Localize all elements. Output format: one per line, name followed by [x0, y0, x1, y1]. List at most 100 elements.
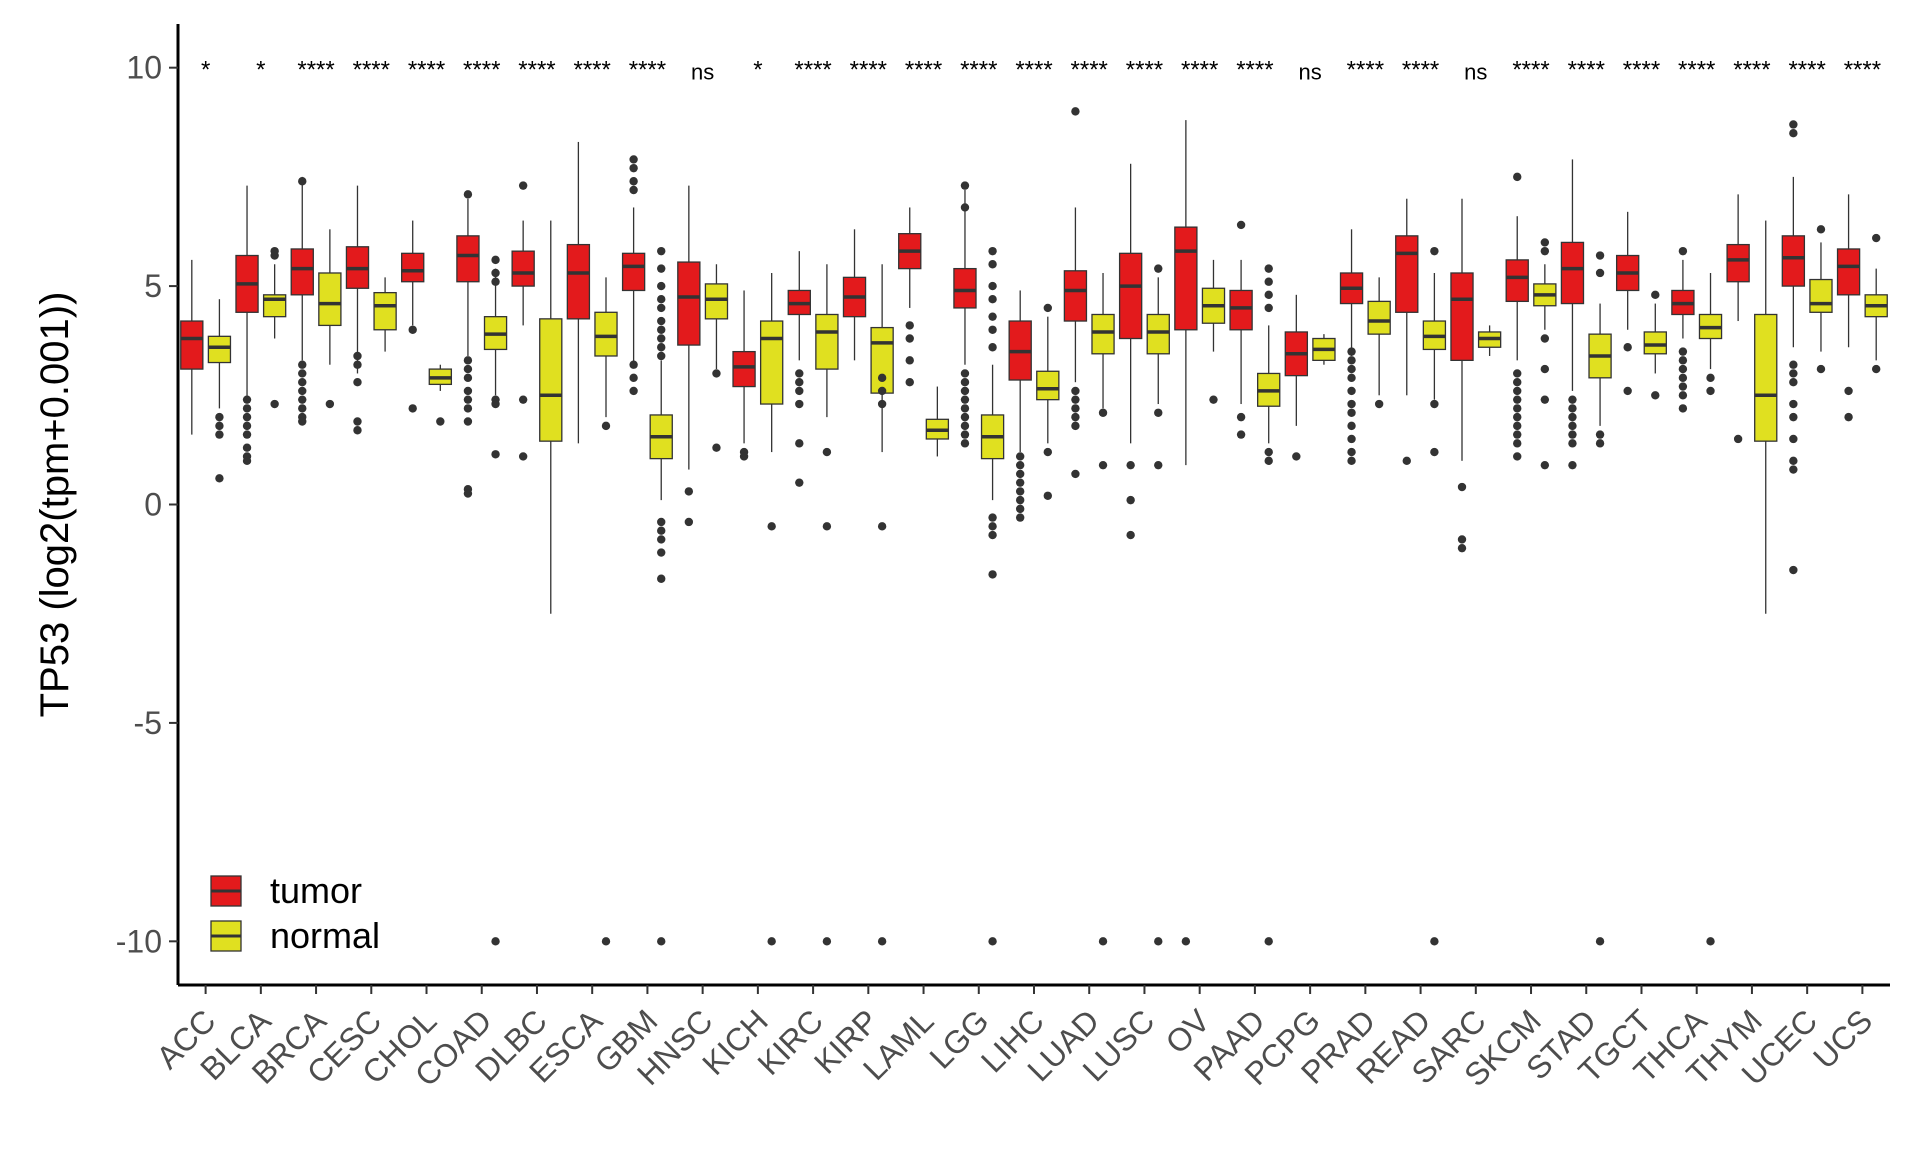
outlier-point	[1347, 386, 1356, 396]
significance-label: ****	[1236, 57, 1273, 84]
box-body	[401, 252, 425, 283]
box-body	[1229, 289, 1253, 331]
outlier-point	[960, 386, 970, 396]
outlier-point	[1651, 391, 1660, 400]
box-tumor	[621, 155, 646, 396]
outlier-point	[408, 325, 417, 334]
box-tumor	[1008, 290, 1032, 522]
significance-label: ****	[1347, 57, 1384, 84]
outlier-point	[1430, 447, 1439, 457]
outlier-point	[1844, 386, 1853, 396]
y-tick-label: 10	[126, 50, 162, 86]
box-tumor	[456, 190, 480, 498]
outlier-point	[325, 399, 335, 409]
significance-label: ****	[353, 57, 390, 84]
outlier-point	[1043, 303, 1053, 313]
outlier-point	[960, 203, 970, 212]
box-normal	[1698, 272, 1723, 946]
box-body	[732, 350, 756, 388]
box-tumor	[566, 141, 591, 444]
outlier-point	[1816, 364, 1826, 374]
outlier-point	[1789, 412, 1798, 422]
outlier-point	[1347, 456, 1356, 466]
outlier-point	[739, 452, 749, 461]
outlier-point	[1347, 373, 1356, 383]
outlier-point	[629, 360, 638, 369]
outlier-point	[657, 343, 666, 352]
outlier-point	[463, 356, 473, 365]
outlier-point	[988, 530, 997, 540]
outlier-point	[657, 294, 666, 304]
box-body	[1450, 272, 1474, 361]
outlier-point	[1568, 430, 1577, 439]
outlier-point	[1678, 364, 1688, 374]
outlier-point	[215, 421, 224, 431]
outlier-point	[657, 246, 666, 256]
outlier-point	[1789, 565, 1798, 575]
outlier-point	[1347, 408, 1356, 417]
box-normal	[1257, 264, 1281, 946]
outlier-point	[1264, 264, 1273, 273]
outlier-point	[463, 417, 473, 426]
outlier-point	[1347, 356, 1356, 365]
box-body	[677, 261, 701, 346]
significance-label: ****	[629, 57, 666, 84]
box-normal	[428, 364, 453, 426]
outlier-point	[491, 255, 500, 265]
outlier-point	[960, 369, 970, 378]
outlier-point	[491, 450, 500, 459]
outlier-point	[1430, 937, 1439, 946]
legend-label: tumor	[270, 870, 362, 911]
outlier-point	[1513, 452, 1522, 461]
outlier-point	[1568, 412, 1577, 422]
box-body	[1836, 248, 1861, 296]
x-tick-label: KIRC	[751, 1002, 831, 1082]
significance-label: *	[753, 57, 762, 84]
box-tumor	[1726, 194, 1750, 444]
significance-label: ****	[1402, 57, 1439, 84]
outlier-point	[1347, 399, 1356, 409]
outlier-point	[1540, 238, 1550, 247]
outlier-point	[1651, 290, 1660, 300]
outlier-point	[988, 260, 997, 269]
box-tumor	[677, 185, 701, 527]
outlier-point	[601, 937, 611, 946]
significance-label: ****	[1015, 57, 1052, 84]
outlier-point	[1595, 430, 1605, 439]
box-tumor	[1781, 120, 1806, 575]
y-tick-label: -10	[116, 923, 162, 959]
box-tumor	[511, 181, 535, 461]
outlier-point	[1264, 937, 1273, 946]
outlier-point	[215, 474, 224, 483]
outlier-point	[1513, 439, 1522, 448]
outlier-point	[767, 522, 776, 531]
outlier-point	[1347, 434, 1356, 444]
significance-label: ****	[1733, 57, 1770, 84]
outlier-point	[657, 574, 666, 583]
box-body	[594, 311, 618, 357]
outlier-point	[1264, 456, 1273, 466]
box-tumor	[1615, 211, 1640, 396]
outlier-point	[1264, 290, 1273, 300]
outlier-point	[1154, 460, 1163, 470]
outlier-point	[1015, 504, 1025, 514]
outlier-point	[1071, 404, 1080, 413]
y-tick-label: -5	[134, 705, 162, 741]
outlier-point	[1126, 495, 1135, 505]
box-normal	[1201, 259, 1226, 404]
outlier-point	[518, 395, 528, 404]
outlier-point	[353, 351, 362, 361]
box-tumor	[1174, 120, 1198, 946]
outlier-point	[1374, 399, 1384, 409]
box-normal	[207, 299, 232, 483]
box-normal	[1643, 290, 1667, 400]
outlier-point	[298, 404, 307, 413]
outlier-point	[795, 439, 804, 448]
box-body	[870, 326, 894, 394]
outlier-point	[1347, 421, 1356, 431]
outlier-point	[1209, 395, 1218, 404]
outlier-point	[960, 377, 970, 387]
outlier-point	[1568, 460, 1577, 470]
box-tumor	[732, 290, 756, 461]
